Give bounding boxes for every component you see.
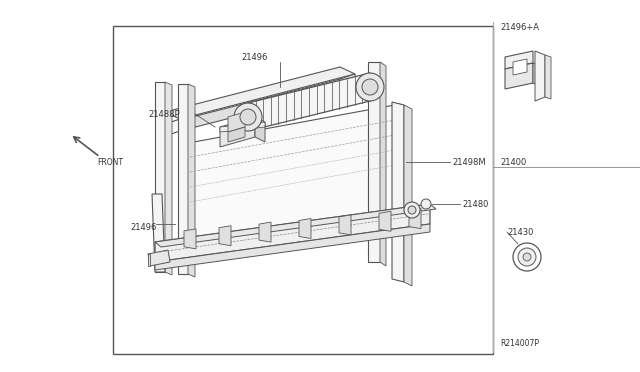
Polygon shape — [220, 117, 255, 147]
Polygon shape — [409, 209, 421, 229]
Text: 21496: 21496 — [242, 52, 268, 61]
Circle shape — [356, 73, 384, 101]
Polygon shape — [535, 51, 545, 101]
Text: 21488P: 21488P — [148, 109, 180, 119]
Polygon shape — [339, 215, 351, 235]
Polygon shape — [392, 102, 404, 282]
Polygon shape — [184, 229, 196, 249]
Polygon shape — [155, 82, 165, 272]
Polygon shape — [178, 84, 188, 274]
Polygon shape — [155, 204, 430, 262]
Polygon shape — [228, 112, 245, 132]
Polygon shape — [188, 84, 195, 277]
Polygon shape — [165, 79, 355, 131]
Text: 21496: 21496 — [130, 222, 156, 231]
Polygon shape — [152, 194, 165, 272]
Polygon shape — [505, 51, 533, 69]
Circle shape — [421, 199, 431, 209]
Polygon shape — [379, 211, 391, 231]
Circle shape — [234, 103, 262, 131]
Polygon shape — [228, 127, 245, 142]
Polygon shape — [299, 218, 311, 238]
Circle shape — [240, 109, 256, 125]
Polygon shape — [340, 74, 355, 91]
Polygon shape — [155, 224, 430, 270]
Polygon shape — [505, 63, 533, 89]
Polygon shape — [165, 67, 355, 119]
Text: R214007P: R214007P — [500, 340, 540, 349]
Text: FRONT: FRONT — [97, 157, 123, 167]
Text: 21496+A: 21496+A — [500, 22, 539, 32]
Polygon shape — [155, 204, 436, 247]
Polygon shape — [148, 254, 150, 266]
Polygon shape — [255, 117, 265, 142]
Text: 21498M: 21498M — [452, 157, 486, 167]
Polygon shape — [259, 222, 271, 242]
Circle shape — [404, 202, 420, 218]
Bar — [113, 26, 493, 354]
Text: 21480: 21480 — [462, 199, 488, 208]
Polygon shape — [165, 119, 180, 136]
Polygon shape — [248, 73, 370, 131]
Circle shape — [523, 253, 531, 261]
Polygon shape — [220, 122, 265, 132]
Circle shape — [362, 79, 378, 95]
Polygon shape — [533, 63, 541, 87]
Text: 21430: 21430 — [507, 228, 533, 237]
Circle shape — [408, 206, 416, 214]
Text: 21400: 21400 — [500, 157, 526, 167]
Polygon shape — [513, 59, 527, 75]
Polygon shape — [380, 62, 386, 266]
Polygon shape — [404, 105, 412, 286]
Polygon shape — [148, 250, 170, 266]
Circle shape — [513, 243, 541, 271]
Polygon shape — [219, 226, 231, 246]
Circle shape — [518, 248, 536, 266]
Polygon shape — [545, 55, 551, 99]
Polygon shape — [368, 62, 380, 262]
Polygon shape — [165, 82, 172, 275]
Polygon shape — [183, 104, 400, 260]
